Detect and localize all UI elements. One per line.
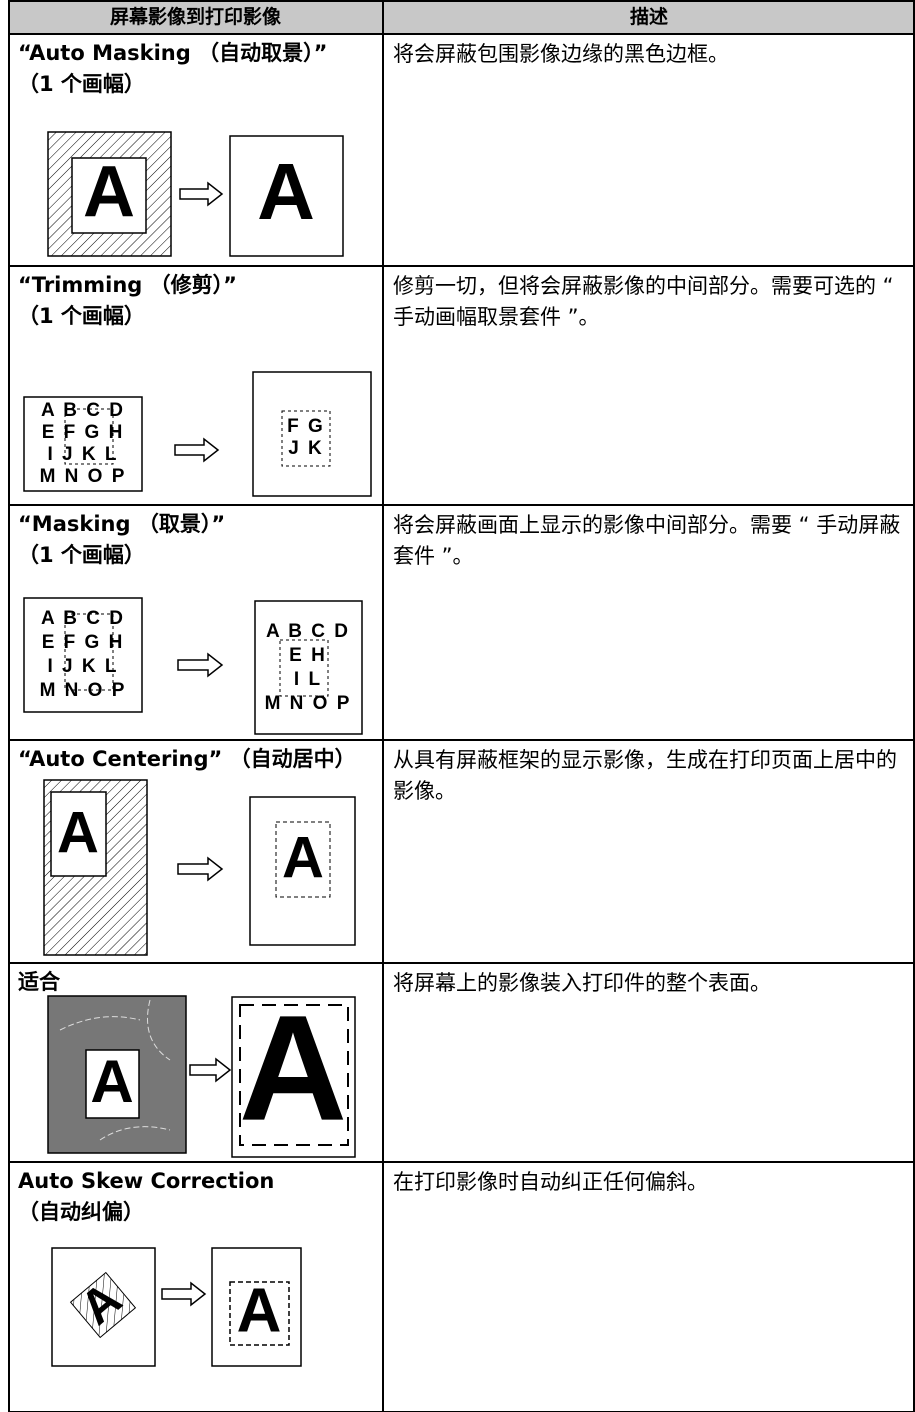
title-line: “Masking （取景）” [18, 512, 226, 536]
skewed-page [69, 1271, 137, 1339]
title-line: （1 个画幅） [18, 543, 145, 567]
mask-region [279, 639, 329, 697]
figure-text: J K [288, 438, 324, 459]
row-title: 适合 [18, 967, 378, 998]
figure-text: A B C D [266, 621, 350, 642]
row-description: 在打印影像时自动纠正任何偏斜。 [393, 1170, 708, 1194]
row-description: 将会屏蔽包围影像边缘的黑色边框。 [393, 42, 729, 66]
row-description: 从具有屏蔽框架的显示影像，生成在打印页面上居中的影像。 [393, 748, 897, 803]
dashed-region [281, 410, 331, 467]
title-line: “Auto Centering” （自动居中） [18, 747, 356, 771]
figure-text: A [237, 1276, 282, 1345]
frame [249, 796, 356, 946]
dashed-region [229, 1281, 290, 1346]
row-description: 将会屏蔽画面上显示的影像中间部分。需要 “ 手动屏蔽套件 ”。 [393, 513, 901, 568]
figure-text: A [90, 1048, 133, 1115]
arrow [179, 181, 224, 207]
frame [211, 1247, 302, 1367]
row-title: Auto Skew Correction （自动纠偏） [18, 1166, 378, 1228]
texture [59, 999, 171, 1141]
figure-text: F G [287, 416, 325, 437]
figure-text: I L [294, 669, 322, 690]
arrow [161, 1281, 207, 1307]
title-line: （自动纠偏） [18, 1200, 144, 1224]
row-title: “Masking （取景）” （1 个画幅） [18, 509, 378, 571]
arrow [177, 652, 224, 678]
title-line: “Auto Masking （自动取景）” [18, 41, 328, 65]
figure-text: M N O P [40, 466, 127, 487]
figure-text: A [257, 147, 315, 236]
arrow [189, 1057, 232, 1083]
title-line: Auto Skew Correction [18, 1169, 275, 1193]
row-title: “Auto Masking （自动取景）” （1 个画幅） [18, 38, 378, 100]
row-title: “Trimming （修剪）” （1 个画幅） [18, 270, 378, 332]
title-line: “Trimming （修剪）” [18, 273, 237, 297]
arrow [174, 437, 220, 463]
row-title: “Auto Centering” （自动居中） [18, 744, 378, 775]
dashed-region [275, 821, 331, 898]
row-description: 将屏幕上的影像装入打印件的整个表面。 [393, 971, 771, 995]
header-bg [8, 0, 915, 34]
rotated-group [69, 1271, 137, 1339]
dashed-region [64, 408, 114, 465]
dashed-region [239, 1004, 349, 1146]
figure-text: A [57, 800, 99, 865]
figure-text: M N O P [265, 693, 352, 714]
figure-text: A [83, 152, 135, 232]
figure-text: A B C D [41, 608, 125, 629]
figure-text: E F G H [42, 422, 125, 443]
row-description: 修剪一切，但将会屏蔽影像的中间部分。需要可选的 “ 手动画幅取景套件 ”。 [393, 274, 894, 329]
figure-text: I J K L [47, 656, 118, 677]
frame [231, 996, 356, 1158]
figure-text: M N O P [40, 680, 127, 701]
frame [23, 597, 143, 713]
figure-text: A B C D [41, 400, 125, 421]
frame [229, 135, 344, 257]
header-cell: 屏幕影像到打印影像 [109, 6, 281, 28]
title-line: （1 个画幅） [18, 304, 145, 328]
frame [50, 791, 107, 877]
figure-text: A [282, 825, 324, 890]
figure-text: E H [289, 645, 327, 666]
arrow [177, 856, 224, 882]
header-cell: 描述 [629, 6, 668, 28]
frame [23, 396, 143, 492]
frame [252, 371, 372, 497]
frame [51, 1247, 156, 1367]
frame [85, 1049, 140, 1119]
figure-text: E F G H [42, 632, 125, 653]
title-line: （1 个画幅） [18, 72, 145, 96]
figure-text: A [239, 984, 347, 1152]
title-line: 适合 [18, 970, 60, 994]
dashed-region [64, 613, 114, 691]
frame [71, 157, 147, 234]
figure-text: I J K L [47, 444, 118, 465]
